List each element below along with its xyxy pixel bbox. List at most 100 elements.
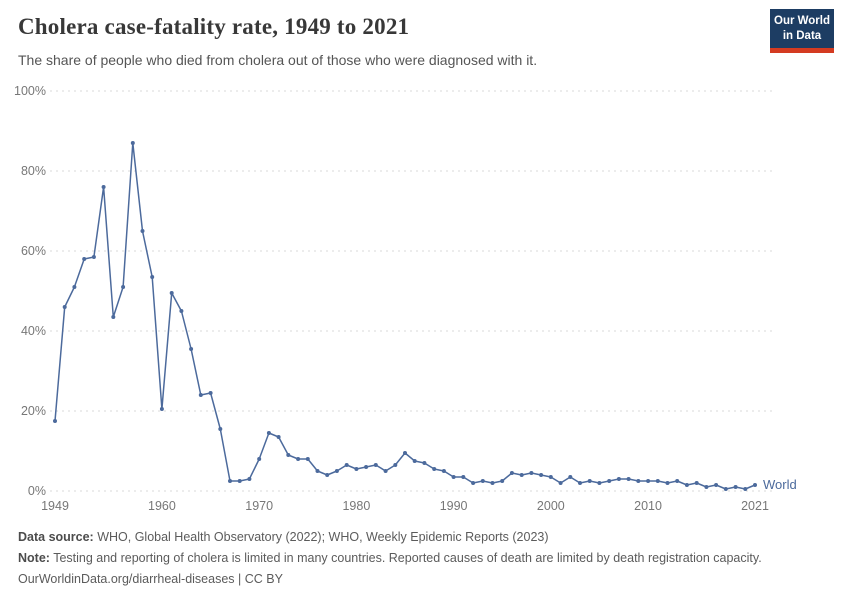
owid-logo[interactable]: Our World in Data (770, 9, 834, 53)
data-point-1973[interactable] (286, 453, 291, 457)
data-point-2014[interactable] (684, 483, 689, 487)
data-point-1961[interactable] (169, 291, 174, 295)
data-point-1995[interactable] (500, 479, 505, 483)
data-point-1953[interactable] (91, 255, 96, 259)
data-point-1975[interactable] (305, 457, 310, 461)
data-point-2002[interactable] (568, 475, 573, 479)
data-source-line: Data source: WHO, Global Health Observat… (18, 528, 832, 546)
data-point-1998[interactable] (529, 471, 534, 475)
data-point-1949[interactable] (53, 419, 57, 423)
data-point-1966[interactable] (218, 427, 223, 431)
data-point-2001[interactable] (558, 481, 563, 485)
data-point-1965[interactable] (208, 391, 213, 395)
y-axis-tick-60: 60% (21, 244, 46, 258)
x-axis-tick-2000: 2000 (537, 499, 565, 513)
note-label: Note: (18, 551, 50, 566)
data-point-1987[interactable] (422, 461, 427, 465)
data-point-1985[interactable] (403, 451, 407, 455)
data-point-1952[interactable] (82, 257, 87, 261)
data-point-1955[interactable] (111, 315, 116, 319)
data-point-1950[interactable] (62, 305, 67, 309)
x-axis-tick-1990: 1990 (440, 499, 468, 513)
data-point-1969[interactable] (247, 477, 252, 481)
owid-logo-line1: Our World (774, 15, 831, 27)
data-point-1980[interactable] (354, 467, 359, 471)
data-point-1956[interactable] (121, 285, 126, 289)
data-point-2003[interactable] (578, 481, 582, 485)
line-chart-plot-area[interactable]: 0% 20% 40% 60% 80% 100% 1949 1960 1970 1980 1990 20… (0, 85, 850, 525)
data-point-2016[interactable] (704, 485, 709, 489)
data-point-1990[interactable] (451, 475, 456, 479)
data-point-1997[interactable] (519, 473, 524, 477)
data-point-1978[interactable] (334, 469, 339, 473)
data-point-1996[interactable] (509, 471, 514, 475)
data-point-1999[interactable] (539, 473, 544, 477)
data-point-1976[interactable] (315, 469, 320, 473)
data-source-label: Data source: (18, 530, 94, 544)
data-point-1984[interactable] (393, 463, 398, 467)
data-point-1979[interactable] (344, 463, 349, 467)
data-point-2021[interactable] (753, 483, 757, 487)
data-point-1967[interactable] (228, 479, 232, 483)
data-point-1974[interactable] (296, 457, 301, 461)
y-axis-tick-100: 100% (14, 85, 46, 98)
chart-footer: Data source: WHO, Global Health Observat… (18, 528, 832, 591)
data-point-2017[interactable] (714, 483, 719, 487)
data-point-1992[interactable] (471, 481, 476, 485)
data-point-2010[interactable] (646, 479, 651, 483)
data-point-1959[interactable] (150, 275, 155, 279)
data-point-1989[interactable] (441, 469, 446, 473)
data-point-1962[interactable] (179, 309, 184, 313)
y-axis-tick-0: 0% (28, 484, 46, 498)
data-point-1982[interactable] (373, 463, 378, 467)
data-point-2012[interactable] (665, 481, 670, 485)
data-point-2019[interactable] (733, 485, 738, 489)
data-point-1954[interactable] (101, 185, 106, 189)
data-point-1981[interactable] (364, 465, 369, 469)
chart-title: Cholera case-fatality rate, 1949 to 2021 (18, 14, 410, 39)
entity-label-world[interactable]: World (763, 477, 797, 492)
data-point-1951[interactable] (72, 285, 77, 289)
chart-subtitle: The share of people who died from choler… (18, 52, 538, 68)
data-point-1977[interactable] (325, 473, 330, 477)
data-point-1991[interactable] (461, 475, 466, 479)
note-text: Testing and reporting of cholera is limi… (49, 551, 762, 566)
data-point-1963[interactable] (189, 347, 194, 351)
data-point-2015[interactable] (694, 481, 699, 485)
data-point-1964[interactable] (198, 393, 203, 397)
data-point-1971[interactable] (266, 431, 271, 435)
data-point-1972[interactable] (276, 435, 281, 439)
x-axis-tick-1949: 1949 (41, 499, 69, 513)
data-point-2009[interactable] (636, 479, 641, 483)
data-point-2018[interactable] (723, 487, 728, 491)
data-point-2013[interactable] (675, 479, 680, 483)
data-point-2005[interactable] (597, 481, 602, 485)
data-source-text: WHO, Global Health Observatory (2022); W… (93, 530, 549, 544)
data-point-1986[interactable] (412, 459, 417, 463)
license-link[interactable]: OurWorldinData.org/diarrheal-diseases | … (18, 572, 283, 587)
data-point-2006[interactable] (607, 479, 612, 483)
data-point-1960[interactable] (159, 407, 164, 411)
data-point-1958[interactable] (140, 229, 145, 233)
x-axis-tick-2021: 2021 (741, 499, 769, 513)
data-point-2020[interactable] (743, 487, 748, 491)
data-point-2007[interactable] (616, 477, 621, 481)
x-axis-tick-1980: 1980 (342, 499, 370, 513)
data-point-1970[interactable] (257, 457, 262, 461)
data-point-1988[interactable] (432, 467, 437, 471)
note-line: Note: Testing and reporting of cholera i… (18, 549, 832, 567)
data-point-1968[interactable] (237, 479, 242, 483)
data-point-2000[interactable] (548, 475, 553, 479)
data-point-2011[interactable] (655, 479, 660, 483)
data-point-2008[interactable] (626, 477, 631, 481)
data-point-2004[interactable] (587, 479, 592, 483)
data-point-1994[interactable] (490, 481, 495, 485)
owid-logo-line2: in Data (782, 29, 822, 42)
x-axis-tick-1970: 1970 (245, 499, 273, 513)
data-point-1957[interactable] (130, 141, 135, 145)
series-line-world[interactable] (54, 142, 756, 490)
data-point-1993[interactable] (480, 479, 485, 483)
data-point-1983[interactable] (383, 469, 388, 473)
x-axis-tick-1960: 1960 (148, 499, 176, 513)
